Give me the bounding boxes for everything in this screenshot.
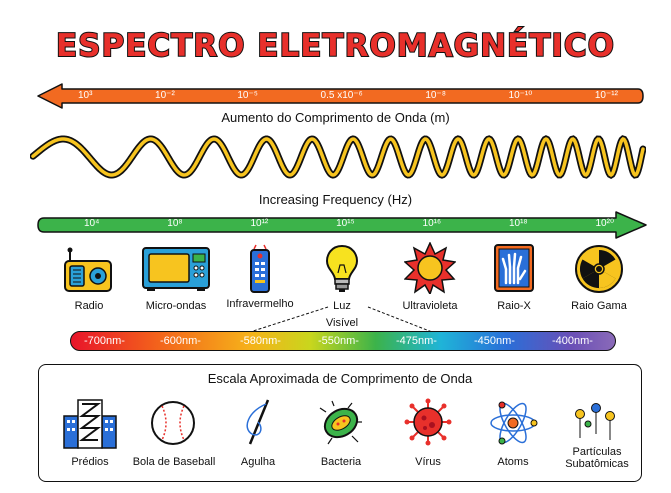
source-label: Radio [74,300,104,312]
source-label: Raio Gama [571,300,627,312]
wavelength-ticks: 10³ 10⁻² 10⁻⁵ 0.5 x10⁻⁶ 10⁻⁸ 10⁻¹⁰ 10⁻¹² [78,90,618,101]
source-label: Micro-ondas [145,300,207,312]
frequency-tick: 10¹⁶ [422,218,442,229]
scale-item-label: Bola de Baseball [132,456,216,468]
nm-tick: -400nm- [552,335,593,347]
nm-tick: -475nm- [396,335,437,347]
scale-panel [38,364,642,482]
frequency-tick: 10⁸ [167,218,183,229]
frequency-axis-label: Increasing Frequency (Hz) [258,192,413,207]
nm-tick: -580nm- [240,335,281,347]
nm-tick: -700nm- [84,335,125,347]
source-label: Luz [333,300,351,312]
subatomic-particles-icon [575,403,615,440]
frequency-tick: 10⁴ [84,218,100,229]
scale-item-label: Partículas Subatômicas [565,446,629,470]
frequency-ticks: 10⁴ 10⁸ 10¹² 10¹⁵ 10¹⁶ 10¹⁸ 10²⁰ [84,218,614,229]
microwave-icon [142,247,210,291]
wavelength-tick: 10⁻¹² [594,90,618,101]
remote-control-icon [250,244,270,293]
light-bulb-icon [325,244,359,292]
radio-icon [64,247,112,292]
needle-icon [246,399,270,445]
frequency-arrow [37,211,647,239]
em-wave [30,135,646,180]
frequency-tick: 10¹² [250,218,269,229]
building-icon [63,399,117,449]
visible-pointer-lines [249,306,433,333]
nm-tick: -450nm- [474,335,515,347]
wavelength-tick: 10⁻⁵ [237,90,258,101]
frequency-tick: 10¹⁸ [508,218,528,229]
source-label: Ultravioleta [402,300,458,312]
nm-tick: -550nm- [318,335,359,347]
wavelength-tick: 10⁻¹⁰ [508,90,533,101]
wavelength-tick: 10⁻⁸ [425,90,446,101]
wavelength-axis-label: Aumento do Comprimento de Onda (m) [221,110,450,125]
visible-spectrum-bar [70,331,616,351]
virus-icon [404,398,452,446]
wavelength-arrow [37,83,644,109]
scale-title: Escala Aproximada de Comprimento de Onda [207,371,473,386]
wavelength-tick: 10⁻² [155,90,175,101]
scale-item-label: Atoms [497,456,529,468]
source-label: Infravermelho [226,298,294,310]
frequency-tick: 10²⁰ [595,218,614,229]
frequency-tick: 10¹⁵ [336,218,355,229]
wavelength-tick: 10³ [78,90,93,101]
scale-item-label: Prédios [71,456,109,468]
nm-tick: -600nm- [160,335,201,347]
scale-item-label: Agulha [240,456,276,468]
xray-hand-icon [494,244,534,292]
scale-item-label: Bacteria [320,456,362,468]
bacteria-icon [319,400,362,445]
scale-item-label: Vírus [415,456,441,468]
source-label: Raio-X [497,300,531,312]
page-title: ESPECTRO ELETROMAGNÉTICO [55,27,615,65]
visible-label: Visível [325,317,359,329]
wavelength-tick: 0.5 x10⁻⁶ [320,90,363,101]
radiation-icon [575,245,623,293]
atom-icon [490,401,538,445]
sun-icon [404,242,456,294]
baseball-icon [151,401,195,445]
